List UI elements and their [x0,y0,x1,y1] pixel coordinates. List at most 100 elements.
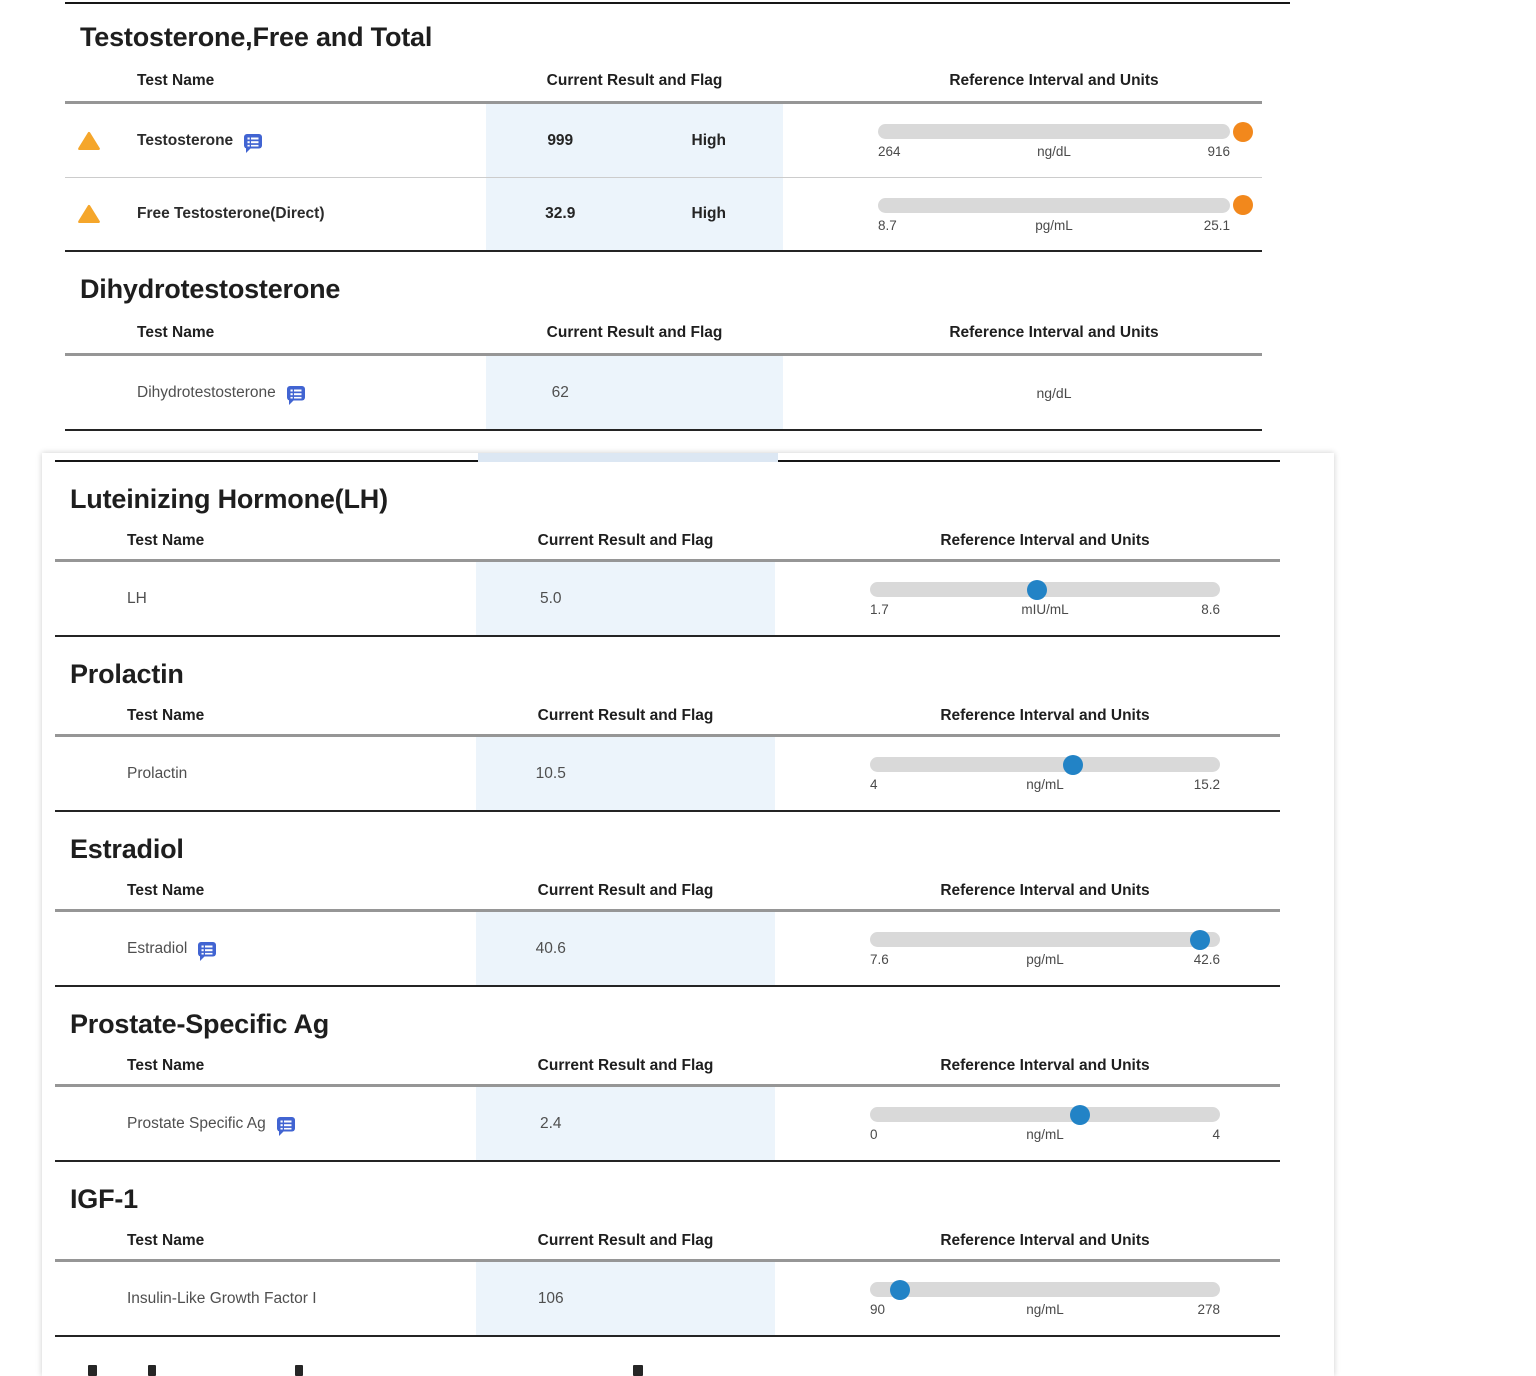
comment-icon[interactable] [285,384,307,406]
result-flag: High [691,131,726,149]
range-max: 42.6 [1193,952,1220,967]
results-panel-bottom: Luteinizing Hormone(LH) Test Name Curren… [42,453,1334,1376]
reference-range-bar: 1.7 mIU/mL 8.6 [870,579,1220,617]
reference-cell: 0 ng/mL 4 [775,1087,1280,1160]
range-labels: 0 ng/mL 4 [870,1127,1220,1142]
comment-icon[interactable] [196,940,218,962]
test-name-label: Testosterone [137,131,234,149]
table-row: Estradiol 40.6 7.6 pg/mL 42.6 [55,912,1280,985]
comment-icon[interactable] [242,132,264,154]
result-flag: High [691,205,726,222]
column-header-reference: Reference Interval and Units [940,881,1150,899]
range-max: 15.2 [1193,777,1220,792]
reference-range-bar: 0 ng/mL 4 [870,1104,1220,1142]
range-unit: pg/mL [1026,952,1064,967]
column-header-reference: Reference Interval and Units [940,1056,1150,1074]
range-unit: ng/mL [1026,1302,1064,1317]
table-row: Prolactin 10.5 4 ng/mL 15.2 [55,737,1280,810]
table-header-row: Test Name Current Result and Flag Refere… [55,1222,1280,1262]
range-min: 90 [870,1302,886,1317]
test-name-cell: Estradiol [55,912,476,985]
range-min: 0 [870,1127,878,1142]
table-header-row: Test Name Current Result and Flag Refere… [55,697,1280,737]
range-labels: 1.7 mIU/mL 8.6 [870,602,1220,617]
clipped-previous-table [55,453,1280,462]
column-header-reference: Reference Interval and Units [949,323,1159,341]
range-labels: 8.7 pg/mL 25.1 [878,218,1230,233]
range-unit: ng/dL [1037,144,1071,159]
test-name-cell: LH [55,562,476,635]
range-labels: 264 ng/dL 916 [878,144,1230,159]
column-header-result: Current Result and Flag [537,1056,714,1074]
section-title: Testosterone,Free and Total [80,22,433,52]
reference-cell: 8.7 pg/mL 25.1 [783,178,1262,250]
column-header-result: Current Result and Flag [537,1231,714,1249]
result-value: 10.5 [535,764,566,782]
table-row: Dihydrotestosterone 62 ng/dL [65,356,1262,429]
section-title: Dihydrotestosterone [80,274,341,304]
column-header-test-name: Test Name [127,1231,205,1249]
column-header-result: Current Result and Flag [546,323,723,341]
test-name-label: Free Testosterone(Direct) [137,205,325,222]
section-testosterone-free-and-total: Testosterone,Free and Total Test Name Cu… [65,20,1262,252]
reference-cell: 1.7 mIU/mL 8.6 [775,562,1280,635]
table-row: Free Testosterone(Direct) 32.9 High 8.7 [65,177,1262,250]
result-marker-dot [1027,579,1048,600]
test-name-cell: Dihydrotestosterone [65,356,486,429]
result-value: 5.0 [539,589,562,607]
column-header-test-name: Test Name [127,706,205,724]
range-unit: mIU/mL [1021,602,1069,617]
reference-range-bar: 4 ng/mL 15.2 [870,754,1220,792]
column-header-result: Current Result and Flag [537,706,714,724]
warning-triangle-icon [78,131,100,150]
reference-range-bar: 7.6 pg/mL 42.6 [870,929,1220,967]
table-row: Prostate Specific Ag 2.4 0 ng/mL 4 [55,1087,1280,1160]
result-cell: 999 High [486,104,783,177]
result-cell: 62 [486,356,783,429]
column-header-result: Current Result and Flag [546,71,723,89]
section-estradiol: Estradiol Test Name Current Result and F… [55,832,1280,987]
result-cell: 10.5 [476,737,775,810]
test-name-label: Prostate Specific Ag [127,1114,266,1132]
clipped-result-column-highlight [478,453,778,462]
range-min: 8.7 [878,217,897,233]
range-min: 1.7 [870,602,889,617]
result-cell: 40.6 [476,912,775,985]
table-row: LH 5.0 1.7 mIU/mL 8.6 [55,562,1280,635]
range-unit: pg/mL [1035,217,1073,233]
table-header-row: Test Name Current Result and Flag Refere… [65,60,1262,104]
column-header-test-name: Test Name [127,531,205,549]
result-marker-dot [1233,121,1253,142]
reference-cell: 90 ng/mL 278 [775,1262,1280,1335]
column-header-reference: Reference Interval and Units [949,71,1159,89]
warning-triangle-icon [78,204,100,224]
range-track [870,754,1220,775]
range-track [870,1104,1220,1125]
test-name-cell: Insulin-Like Growth Factor I [55,1262,476,1335]
comment-icon[interactable] [275,1115,297,1137]
results-table: Test Name Current Result and Flag Refere… [55,1222,1280,1337]
reference-cell: 7.6 pg/mL 42.6 [775,912,1280,985]
result-marker-dot [1063,754,1084,775]
range-track [878,121,1253,142]
reference-range-bar: 8.7 pg/mL 25.1 [878,195,1253,233]
result-value: 40.6 [535,939,566,957]
section-igf-1: IGF-1 Test Name Current Result and Flag … [55,1182,1280,1337]
section-title: Estradiol [70,834,184,864]
result-cell: 32.9 High [486,178,783,250]
reference-cell: 264 ng/dL 916 [783,104,1262,177]
results-table: Test Name Current Result and Flag Refere… [65,312,1262,431]
section-prostate-specific-ag: Prostate-Specific Ag Test Name Current R… [55,1007,1280,1162]
section-title: Luteinizing Hormone(LH) [70,484,388,514]
range-track [870,1279,1220,1300]
range-track [870,929,1220,950]
range-max: 8.6 [1201,602,1220,617]
result-marker-dot [889,1279,910,1300]
result-value: 62 [551,383,569,401]
results-table: Test Name Current Result and Flag Refere… [55,1047,1280,1162]
result-marker-dot [1190,929,1210,950]
result-value: 106 [537,1289,564,1307]
result-value: 32.9 [545,205,576,222]
range-unit: ng/mL [1026,1127,1064,1142]
range-labels: 7.6 pg/mL 42.6 [870,952,1220,967]
